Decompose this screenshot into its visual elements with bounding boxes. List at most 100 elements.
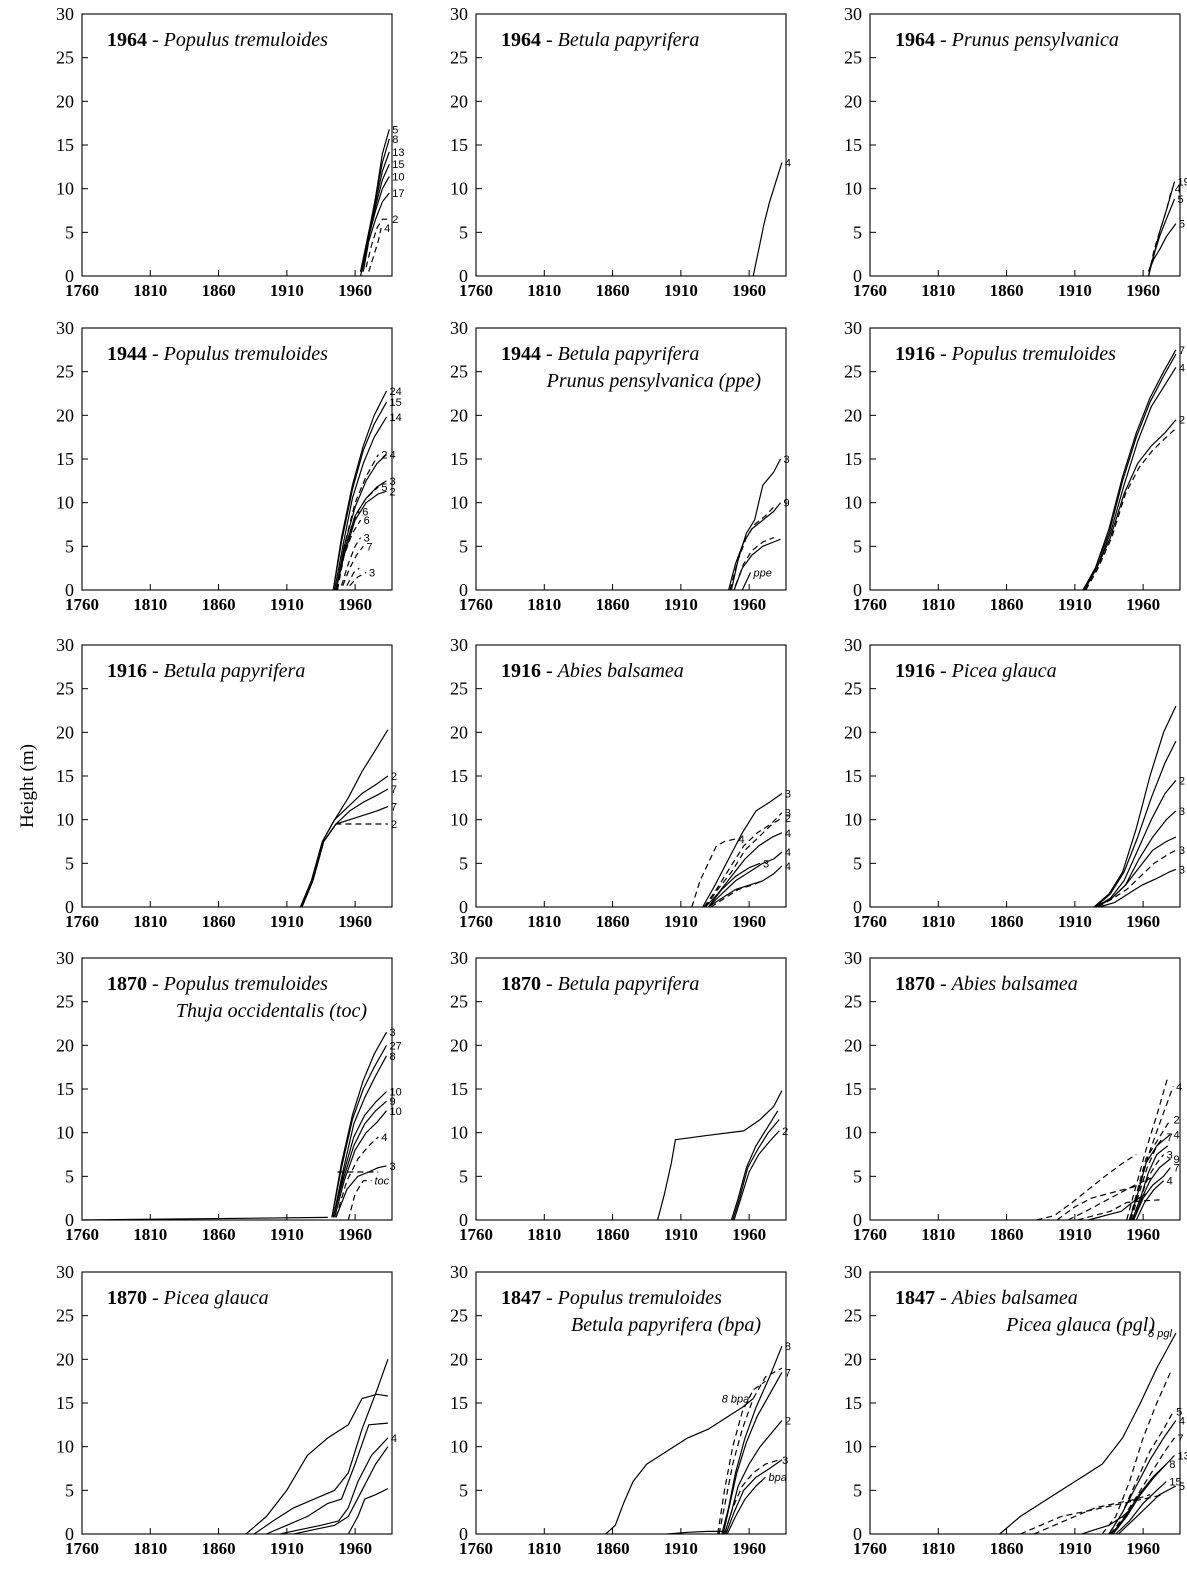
series-line-4 [1109, 1437, 1175, 1535]
series-label: 10 [390, 1106, 402, 1118]
series-line-2 [334, 416, 388, 591]
x-tick-label: 1760 [853, 1539, 887, 1558]
series-label: 2 [392, 214, 398, 226]
y-tick-label: 25 [450, 1306, 468, 1326]
series-line-2 [1148, 198, 1176, 272]
series-line-4 [691, 838, 736, 908]
y-tick-label: 20 [56, 1349, 74, 1369]
y-tick-label: 10 [450, 1123, 468, 1143]
series-label: 2 [785, 1415, 791, 1427]
series-label: 6 [362, 506, 368, 518]
panel-12: 0 5 10 15 20 25 30 1760 1810 1860 1910 1960 1870 - P… [56, 1262, 397, 1558]
series-line-7 [368, 227, 382, 272]
y-tick-label: 20 [450, 91, 468, 111]
series-line-0 [1093, 705, 1177, 908]
y-tick-label: 0 [459, 897, 468, 917]
x-tick-label: 1810 [527, 595, 561, 614]
series-line-1 [1082, 353, 1177, 591]
series-label: 3 [1167, 1150, 1173, 1162]
series-label: 2 [785, 813, 791, 825]
panel-title: 1870 - Populus tremuloides [107, 973, 328, 995]
y-tick-label: 0 [853, 1524, 862, 1544]
series-line-5 [1097, 849, 1177, 908]
y-tick-label: 0 [459, 1210, 468, 1230]
y-tick-label: 30 [844, 318, 862, 338]
y-tick-label: 20 [56, 91, 74, 111]
series-line-3 [1083, 419, 1177, 591]
series-label: 4 [391, 1433, 397, 1445]
x-tick-label: 1960 [1126, 1539, 1160, 1558]
panel-frame [869, 1271, 1181, 1535]
series-line-2 [704, 817, 783, 908]
series-label: 5 [1176, 1407, 1182, 1419]
y-tick-label: 15 [450, 1079, 468, 1099]
series-line-1 [1101, 1372, 1171, 1535]
x-tick-label: 1960 [1126, 281, 1160, 300]
series-line-5 [347, 1488, 389, 1535]
x-tick-label: 1860 [202, 912, 236, 931]
panel-title-species: Populus tremuloides [557, 1287, 722, 1309]
series-line-0 [1126, 1077, 1169, 1221]
series-line-8 [336, 511, 360, 591]
series-line-10 [340, 537, 362, 586]
panel-title-species: Betula papyrifera [558, 343, 700, 365]
y-tick-label: 15 [844, 766, 862, 786]
series-label: 2 [381, 450, 387, 462]
x-tick-label: 1910 [1058, 595, 1092, 614]
series-line-11 [1081, 1507, 1133, 1535]
series-line-6 [707, 851, 783, 908]
panel-1: 0 5 10 15 20 25 30 1760 1810 1860 1910 1960 1964 - B… [450, 4, 791, 300]
series-label: 8 bpa [722, 1394, 750, 1406]
y-tick-label: 15 [844, 135, 862, 155]
y-tick-label: 25 [844, 1306, 862, 1326]
panel-frame [869, 644, 1181, 908]
panel-10: 0 5 10 15 20 25 30 1760 1810 1860 1910 1960 1870 - B… [450, 948, 788, 1244]
y-tick-label: 20 [450, 1349, 468, 1369]
x-tick-label: 1960 [732, 281, 766, 300]
series-label: 5 [381, 482, 387, 494]
x-tick-label: 1810 [527, 281, 561, 300]
panel-title-line: Betula papyrifera (bpa) [571, 1314, 761, 1336]
series-label: 4 [390, 450, 396, 462]
x-tick-label: 1910 [664, 1225, 698, 1244]
x-tick-label: 1910 [270, 1225, 304, 1244]
y-tick-label: 15 [844, 449, 862, 469]
panel-title-species: Betula papyrifera [558, 973, 700, 995]
series-line-1 [730, 1110, 779, 1221]
y-tick-label: 0 [853, 1210, 862, 1230]
series-label: 3 [784, 454, 790, 466]
y-tick-label: 15 [56, 449, 74, 469]
y-tick-label: 30 [56, 1262, 74, 1282]
panel-title: 1964 - Betula papyrifera [501, 29, 699, 51]
y-tick-label: 20 [844, 1349, 862, 1369]
series-label: 3 [1179, 806, 1185, 818]
series-label: 8 [1169, 1459, 1175, 1471]
y-tick-label: 30 [450, 635, 468, 655]
y-tick-label: 25 [844, 362, 862, 382]
series-line-7 [1133, 1158, 1171, 1221]
x-tick-label: 1860 [596, 1225, 630, 1244]
series-line-10 [1036, 1153, 1137, 1221]
x-tick-label: 1860 [990, 1225, 1024, 1244]
series-label: 5 pgl [1148, 1328, 1172, 1340]
panel-title-year: 1916 [895, 343, 935, 365]
series-label: 7 [1173, 1163, 1179, 1175]
series-label: 10 [392, 171, 404, 183]
panel-title: 1916 - Picea glauca [895, 660, 1057, 682]
y-tick-label: 25 [844, 679, 862, 699]
panel-title-year: 1916 [107, 660, 147, 682]
x-tick-label: 1760 [853, 281, 887, 300]
series-line-1 [721, 1345, 783, 1535]
x-tick-label: 1860 [596, 595, 630, 614]
series-label: 2 [1179, 775, 1185, 787]
panel-title-year: 1870 [107, 1287, 147, 1309]
x-tick-label: 1910 [664, 912, 698, 931]
panel-title-species: Populus tremuloides [163, 973, 328, 995]
y-tick-label: 10 [844, 179, 862, 199]
series-label: 5 [392, 124, 398, 136]
panel-title-year: 1870 [501, 973, 541, 995]
series-line-4 [332, 1091, 387, 1218]
y-tick-label: 15 [450, 766, 468, 786]
series-label: 7 [391, 802, 397, 814]
series-line-0 [332, 390, 388, 591]
